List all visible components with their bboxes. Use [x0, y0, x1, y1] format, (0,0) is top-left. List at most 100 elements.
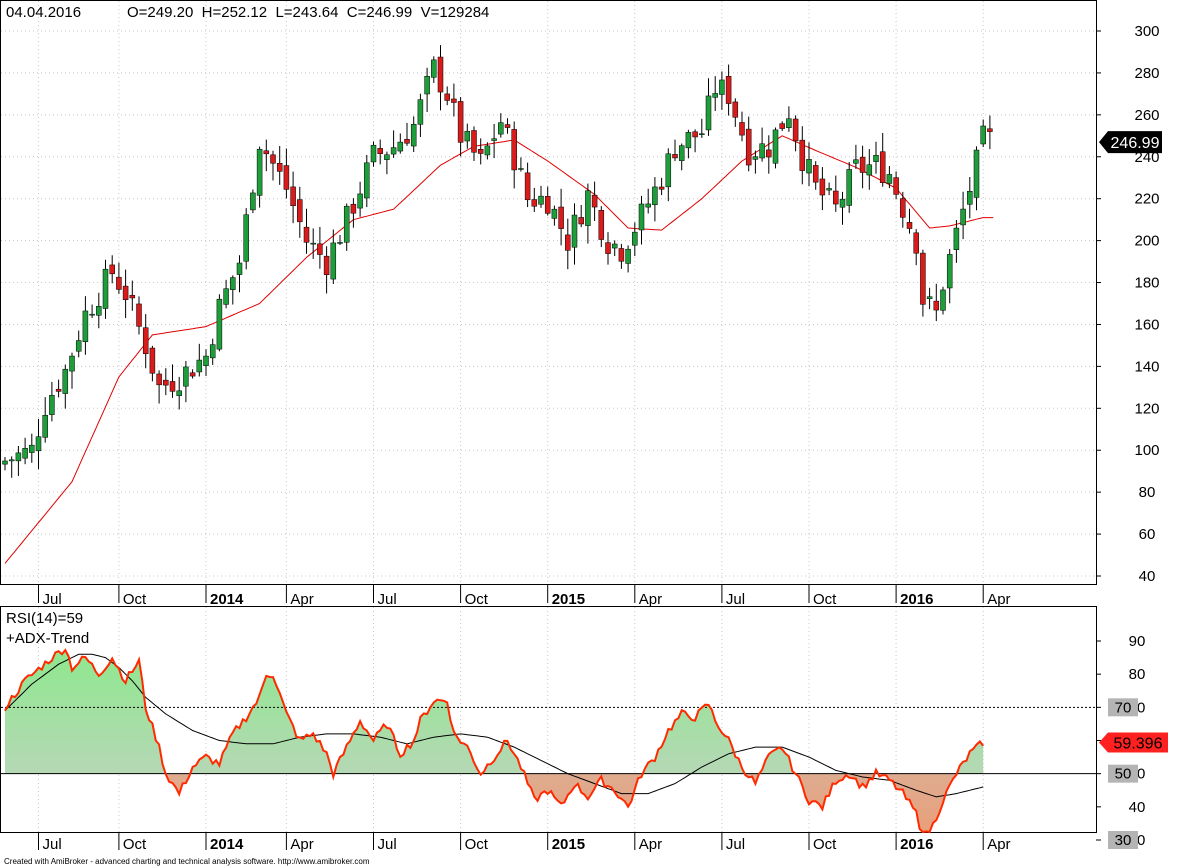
candle-up	[410, 123, 417, 147]
rsi-x-tick-label: Apr	[987, 836, 1010, 853]
candle-up	[705, 95, 712, 131]
candle-up	[846, 169, 852, 206]
candle-down	[189, 372, 196, 377]
candle-down	[55, 388, 62, 392]
candle-up	[498, 122, 504, 135]
candle-up	[343, 205, 350, 243]
rsi-level-tag-label: 30	[1115, 832, 1132, 849]
rsi-x-tick-label: Jul	[726, 836, 745, 853]
candle-down	[504, 124, 511, 128]
candle-down	[149, 347, 156, 374]
price-y-tick-label: 280	[1134, 65, 1159, 82]
candle-up	[42, 414, 48, 438]
candle-down	[163, 379, 169, 386]
candle-down	[317, 243, 323, 255]
price-y-tick-label: 200	[1134, 233, 1159, 250]
rsi-x-tick-label: Apr	[639, 836, 662, 853]
candle-up	[638, 203, 645, 231]
candle-up	[236, 262, 243, 275]
candle-down	[437, 56, 444, 93]
candle-down	[766, 149, 772, 158]
rsi-line	[4, 648, 984, 834]
rsi-signal-line	[4, 653, 984, 798]
candle-down	[524, 172, 531, 201]
price-y-tick-label: 60	[1139, 526, 1156, 543]
candle-down	[169, 381, 176, 392]
candle-down	[276, 163, 283, 172]
candle-up	[330, 242, 337, 280]
price-y-tick-label: 300	[1134, 23, 1159, 40]
rsi-level-tag	[1108, 764, 1138, 783]
candle-up	[712, 93, 718, 98]
candle-up	[625, 248, 631, 264]
price-y-tick-label: 100	[1134, 442, 1159, 459]
candle-down	[283, 165, 290, 190]
candle-up	[585, 190, 591, 226]
rsi-panel-frame	[0, 606, 1097, 833]
candle-down	[812, 165, 819, 183]
candle-up	[82, 310, 89, 343]
candle-up	[89, 313, 95, 316]
price-x-tick-label: Oct	[813, 591, 837, 608]
candle-up	[645, 203, 651, 208]
price-x-tick-label: Apr	[987, 591, 1010, 608]
candle-up	[926, 296, 933, 299]
candle-down	[933, 300, 940, 311]
candle-down	[156, 373, 162, 386]
price-x-tick-label: 2014	[210, 591, 244, 608]
candle-up	[946, 254, 953, 289]
rsi-x-tick-label: Jul	[378, 836, 397, 853]
candle-up	[866, 164, 873, 176]
candle-down	[404, 138, 410, 144]
candle-up	[538, 195, 544, 205]
candle-up	[364, 162, 370, 199]
candle-up	[15, 452, 22, 462]
candle-down	[109, 264, 115, 275]
candle-down	[618, 248, 625, 262]
adx-label: +ADX-Trend	[6, 630, 89, 647]
candle-up	[102, 268, 109, 309]
candle-up	[49, 395, 55, 415]
rsi-x-tick-label: Jul	[43, 836, 62, 853]
candle-up	[839, 198, 846, 208]
candle-up	[417, 99, 424, 125]
candle-up	[424, 75, 430, 95]
candle-up	[431, 59, 437, 78]
candle-down	[833, 190, 839, 205]
candle-down	[692, 131, 698, 138]
rsi-label: RSI(14)=59	[6, 610, 83, 627]
rsi-x-tick-label: Oct	[813, 836, 837, 853]
candle-down	[920, 252, 926, 305]
candle-up	[518, 168, 524, 170]
candle-up	[8, 459, 15, 462]
candle-down	[605, 242, 611, 254]
candle-up	[652, 186, 658, 206]
candle-up	[196, 359, 203, 373]
candle-down	[879, 151, 886, 184]
candle-up	[243, 214, 249, 262]
price-y-tick-label: 120	[1134, 400, 1159, 417]
candle-up	[209, 344, 216, 359]
candle-down	[544, 196, 551, 214]
rsi-y-tick-label: 80	[1129, 666, 1146, 683]
candle-down	[290, 186, 296, 206]
candle-up	[183, 366, 189, 387]
candle-up	[551, 208, 558, 219]
candle-down	[558, 206, 564, 229]
candle-up	[35, 436, 42, 452]
candle-down	[457, 101, 464, 143]
candle-up	[29, 444, 35, 453]
last-price-tag-shape	[1099, 131, 1162, 154]
candle-down	[270, 154, 276, 164]
candle-up	[357, 193, 363, 209]
candle-up	[960, 208, 966, 226]
candle-up	[75, 340, 82, 352]
candle-down	[913, 232, 919, 254]
header-date: 04.04.2016	[6, 4, 81, 21]
candle-up	[491, 138, 497, 141]
candle-down	[792, 118, 799, 142]
candle-down	[531, 199, 538, 207]
